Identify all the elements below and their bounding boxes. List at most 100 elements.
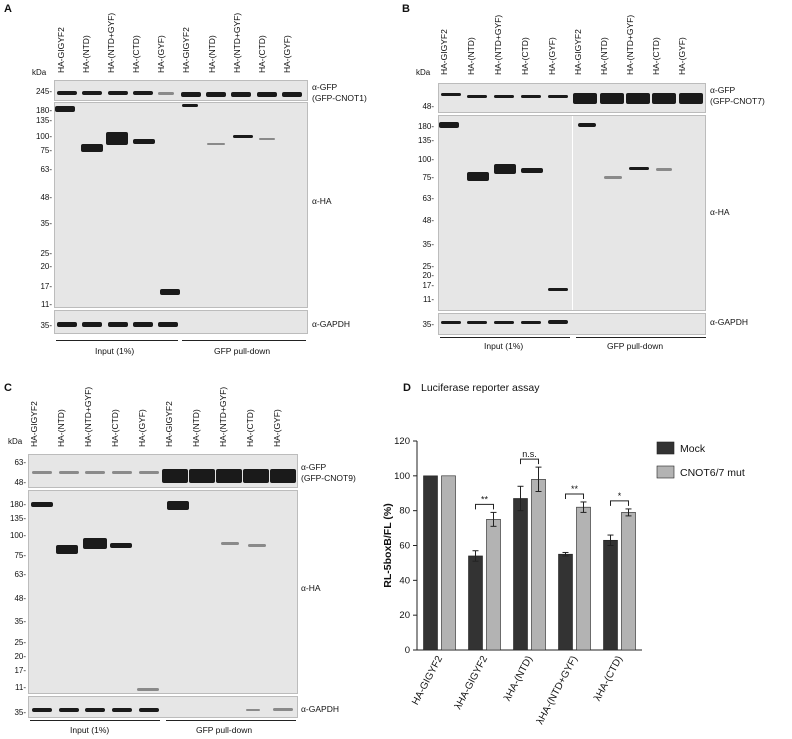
panel-b-pulldown-bracket — [576, 337, 706, 338]
lane-label: HA-GIGYF2 — [573, 29, 583, 75]
category-label: λHA-(CTD) — [592, 654, 625, 703]
mw-marker: 135- — [417, 136, 434, 145]
lane-label: HA-(NTD+GYF) — [218, 386, 228, 447]
lane-label: HA-(CTD) — [131, 35, 141, 73]
mw-marker: 11- — [15, 683, 26, 692]
lane-label: HA-GIGYF2 — [29, 401, 39, 447]
panel-c-gfp-sublabel: (GFP-CNOT9) — [301, 473, 356, 483]
lane-label: HA-(CTD) — [245, 409, 255, 447]
mw-marker: 35- — [14, 617, 26, 626]
panel-a-gfp-label: α-GFP — [312, 82, 338, 92]
panel-c-marker-48: 48- — [14, 478, 26, 487]
mw-marker: 180- — [417, 122, 434, 131]
y-tick-label: 120 — [394, 436, 410, 447]
lane-label: HA-(CTD) — [257, 35, 267, 73]
panel-c-ha-label: α-HA — [301, 583, 321, 593]
panel-c-marker-63: 63- — [14, 458, 26, 467]
significance-label: n.s. — [522, 449, 537, 459]
panel-b-letter: B — [402, 3, 410, 15]
y-tick-label: 0 — [405, 645, 410, 656]
bar-mut — [621, 512, 636, 651]
panel-b-gfp-label: α-GFP — [710, 85, 736, 95]
category-label: HA-GIGYF2 — [410, 654, 445, 707]
panel-c-pulldown-label: GFP pull-down — [196, 725, 253, 735]
legend-label: Mock — [680, 443, 706, 455]
panel-c-gapdh-marker: 35- — [14, 708, 26, 717]
panel-a-gapdh-label: α-GAPDH — [312, 319, 350, 329]
lane-label: HA-(GYF) — [272, 409, 282, 447]
lane-label: HA-(GYF) — [677, 37, 687, 75]
lane-label: HA-(GYF) — [282, 35, 292, 73]
lane-label: HA-(NTD+GYF) — [106, 12, 116, 73]
mw-marker: 48- — [40, 193, 52, 202]
mw-marker: 63- — [14, 570, 26, 579]
bar-mock — [603, 539, 618, 651]
panel-b-gapdh-label: α-GAPDH — [710, 317, 748, 327]
panel-a-letter: A — [4, 3, 12, 15]
bar-mut — [576, 506, 591, 651]
bar-mut — [441, 475, 456, 651]
bar-mut — [486, 519, 501, 651]
mw-marker: 180- — [35, 106, 52, 115]
lane-label: HA-(NTD) — [81, 35, 91, 73]
mw-marker: 48- — [422, 216, 434, 225]
panel-c-pulldown-bracket — [166, 720, 296, 721]
significance-bracket — [520, 458, 539, 465]
lane-label: HA-GIGYF2 — [181, 27, 191, 73]
lane-label: HA-(CTD) — [110, 409, 120, 447]
panel-a-input-bracket — [56, 340, 178, 341]
panel-a-input-label: Input (1%) — [95, 346, 135, 356]
significance-label: ** — [571, 484, 579, 494]
mw-marker: 63- — [40, 165, 52, 174]
bar-mock — [513, 498, 528, 651]
panel-c-gapdh-label: α-GAPDH — [301, 704, 339, 714]
panel-c-gfp-blot — [28, 454, 298, 488]
panel-a-ha-label: α-HA — [312, 196, 332, 206]
mw-marker: 17- — [14, 666, 26, 675]
panel-b-input-bracket — [440, 337, 570, 338]
panel-c-gapdh-blot — [28, 696, 298, 718]
lane-label: HA-(NTD) — [191, 409, 201, 447]
legend-swatch — [656, 441, 675, 455]
panel-b-gapdh-marker: 35- — [422, 320, 434, 329]
panel-c-ha-blot — [28, 490, 298, 694]
lane-label: HA-(NTD+GYF) — [625, 14, 635, 75]
mw-marker: 35- — [422, 240, 434, 249]
lane-label: HA-GIGYF2 — [164, 401, 174, 447]
mw-marker: 17- — [422, 281, 434, 290]
panel-d-title: Luciferase reporter assay — [421, 382, 540, 394]
lane-label: HA-(GYF) — [137, 409, 147, 447]
lane-label: HA-(CTD) — [520, 37, 530, 75]
panel-a-pulldown-bracket — [182, 340, 306, 341]
panel-a-marker-245: 245- — [35, 87, 52, 96]
category-label: λHA-GIGYF2 — [453, 654, 491, 712]
significance-bracket — [475, 503, 494, 510]
mw-marker: 25- — [422, 262, 434, 271]
panel-b-input-label: Input (1%) — [484, 341, 524, 351]
panel-a-gfp-blot — [54, 80, 308, 101]
panel-d-letter: D — [403, 382, 411, 394]
lane-label: HA-(GYF) — [547, 37, 557, 75]
y-tick-label: 100 — [394, 471, 410, 482]
panel-b-kda: kDa — [416, 68, 431, 77]
mw-marker: 20- — [422, 271, 434, 280]
lane-label: HA-(GYF) — [156, 35, 166, 73]
panel-a-gfp-sublabel: (GFP-CNOT1) — [312, 93, 367, 103]
mw-marker: 100- — [9, 531, 26, 540]
panel-a-gapdh-blot — [54, 310, 308, 334]
significance-bracket — [610, 500, 629, 506]
mw-marker: 100- — [417, 155, 434, 164]
lane-label: HA-(NTD+GYF) — [232, 12, 242, 73]
significance-bracket — [565, 493, 584, 499]
y-tick-label: 20 — [399, 610, 410, 621]
panel-b-ha-blot — [438, 115, 706, 311]
category-label: λHA-(NTD+GYF) — [535, 654, 580, 726]
mw-marker: 20- — [40, 262, 52, 271]
mw-marker: 25- — [40, 249, 52, 258]
lane-label: HA-(NTD) — [56, 409, 66, 447]
mw-marker: 75- — [14, 551, 26, 560]
mw-marker: 75- — [422, 173, 434, 182]
panel-b-gfp-sublabel: (GFP-CNOT7) — [710, 96, 765, 106]
lane-label: HA-(NTD) — [466, 37, 476, 75]
mw-marker: 135- — [35, 116, 52, 125]
